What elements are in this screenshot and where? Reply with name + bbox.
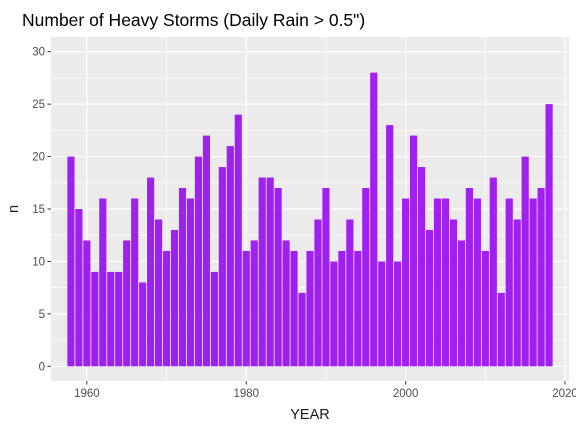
bar (465, 188, 473, 367)
bar (545, 104, 553, 367)
bar (202, 135, 210, 367)
bar (250, 240, 258, 367)
bar (154, 219, 163, 367)
y-tick-label: 15 (32, 204, 45, 216)
bar (346, 219, 354, 367)
bar (131, 198, 139, 367)
bar (521, 156, 529, 367)
bar (497, 292, 505, 367)
x-tick-label: 2000 (393, 388, 419, 400)
y-axis-ticks: 0 5 10 15 20 25 30 (32, 47, 51, 373)
bar (139, 282, 147, 367)
bar (322, 188, 330, 367)
bar (91, 271, 99, 367)
y-axis-title: n (6, 205, 22, 213)
bar (178, 188, 187, 367)
bar (394, 261, 402, 367)
bar (210, 271, 218, 367)
bar (67, 156, 75, 367)
bar (186, 198, 195, 367)
bar (330, 261, 338, 367)
bar (473, 198, 481, 367)
bar (537, 188, 545, 367)
bar (147, 177, 155, 367)
bar (529, 198, 537, 367)
x-tick-label: 2020 (552, 388, 576, 400)
bar (402, 198, 410, 367)
bar (170, 229, 179, 367)
y-tick-label: 5 (39, 309, 45, 321)
y-tick-label: 10 (32, 256, 45, 268)
bar (433, 198, 442, 367)
x-tick-label: 1980 (233, 388, 259, 400)
x-tick-label: 1960 (74, 388, 100, 400)
bar (449, 219, 458, 367)
bar (338, 250, 346, 367)
chart-title: Number of Heavy Storms (Daily Rain > 0.5… (22, 10, 365, 30)
bar (274, 188, 282, 367)
bar (162, 250, 171, 367)
bar (489, 177, 497, 367)
bar (362, 188, 370, 367)
bar (194, 156, 203, 367)
bar (314, 219, 322, 367)
bar (266, 177, 274, 367)
bar (354, 250, 362, 367)
y-tick-label: 30 (32, 47, 45, 59)
bar (115, 271, 123, 367)
bars (67, 72, 553, 367)
bar (290, 250, 298, 367)
bar (99, 198, 107, 367)
bar (282, 240, 290, 367)
bar (386, 125, 394, 367)
bar (306, 250, 314, 367)
bar (234, 114, 242, 367)
x-axis-ticks: 1960 1980 2000 2020 (74, 381, 576, 400)
bar (218, 167, 226, 367)
bar (481, 250, 489, 367)
bar (83, 240, 91, 367)
bar (226, 146, 234, 367)
bar (505, 198, 513, 367)
bar (378, 261, 386, 367)
bar (457, 240, 466, 367)
bar (410, 135, 418, 367)
bar (425, 229, 434, 367)
y-tick-label: 0 (39, 361, 45, 373)
y-tick-label: 25 (32, 99, 45, 111)
bar (107, 271, 115, 367)
x-axis-title: YEAR (290, 407, 330, 423)
bar (123, 240, 131, 367)
bar (417, 167, 426, 367)
bar (513, 219, 521, 367)
bar (258, 177, 266, 367)
y-tick-label: 20 (32, 152, 45, 164)
bar (75, 209, 83, 367)
bar (242, 250, 250, 367)
bar (370, 72, 378, 367)
bar (441, 198, 450, 367)
bar (298, 292, 306, 367)
